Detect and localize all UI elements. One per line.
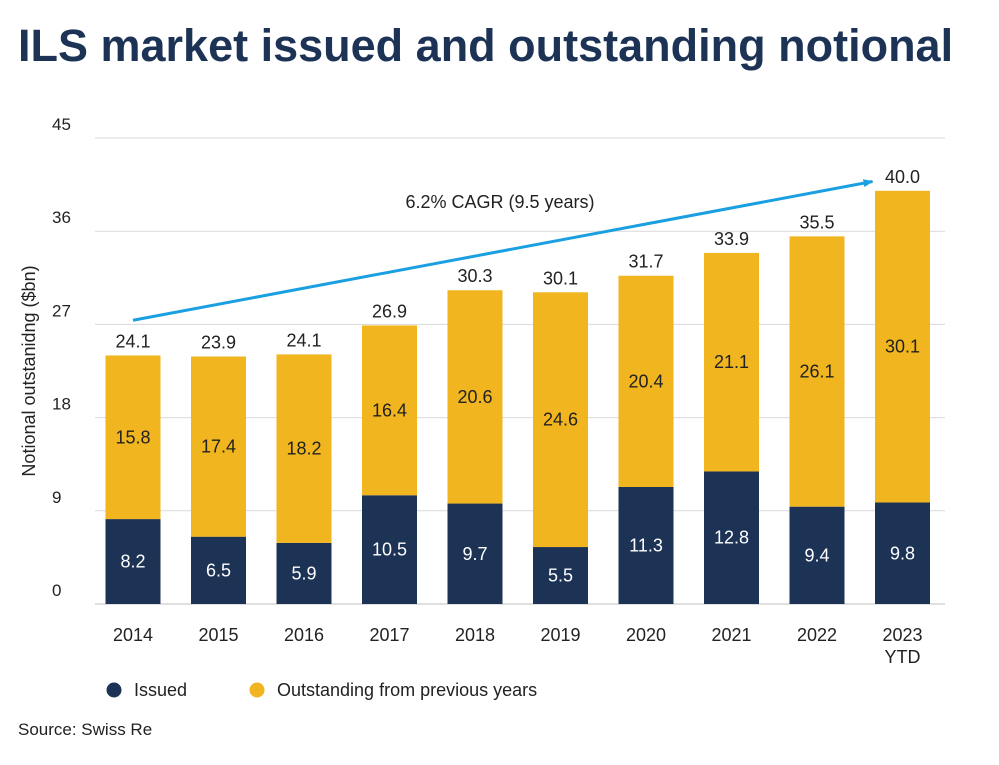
x-tick-label: 2023 — [882, 625, 922, 645]
data-label-issued: 5.5 — [548, 566, 573, 586]
data-label-outstanding: 21.1 — [714, 352, 749, 372]
data-label-total: 31.7 — [628, 252, 663, 272]
data-label-total: 35.5 — [799, 212, 834, 232]
y-tick-label: 0 — [52, 581, 61, 600]
data-label-outstanding: 20.6 — [457, 387, 492, 407]
data-label-outstanding: 18.2 — [286, 439, 321, 459]
data-label-total: 30.3 — [457, 266, 492, 286]
bar-outstanding — [533, 292, 588, 548]
bar-outstanding — [191, 356, 246, 537]
chart-title: ILS market issued and outstanding notion… — [18, 20, 954, 71]
x-tick-label: 2016 — [284, 625, 324, 645]
bar-issued — [191, 536, 246, 604]
data-label-issued: 9.7 — [462, 544, 487, 564]
y-tick-label: 18 — [52, 395, 71, 414]
data-label-outstanding: 17.4 — [201, 437, 236, 457]
x-tick-label: YTD — [885, 647, 921, 667]
bar-issued — [789, 506, 845, 604]
data-label-outstanding: 20.4 — [628, 371, 663, 391]
x-tick-label: 2020 — [626, 625, 666, 645]
data-label-outstanding: 30.1 — [885, 337, 920, 357]
bar-outstanding — [618, 275, 674, 487]
bar-issued — [618, 486, 674, 604]
data-label-outstanding: 16.4 — [372, 400, 407, 420]
source-note: Source: Swiss Re — [18, 720, 153, 739]
cagr-annotation: 6.2% CAGR (9.5 years) — [405, 192, 594, 212]
bar-outstanding — [447, 290, 503, 504]
x-tick-label: 2017 — [369, 625, 409, 645]
bar-outstanding — [105, 355, 161, 520]
y-tick-label: 27 — [52, 301, 71, 320]
x-tick-label: 2015 — [198, 625, 238, 645]
bar-issued — [533, 547, 588, 604]
legend-marker — [106, 682, 122, 698]
data-label-total: 24.1 — [115, 331, 150, 351]
data-label-issued: 9.8 — [890, 543, 915, 563]
x-tick-label: 2018 — [455, 625, 495, 645]
bar-issued — [105, 519, 161, 604]
data-label-total: 33.9 — [714, 229, 749, 249]
data-label-issued: 11.3 — [629, 535, 663, 555]
cagr-arrow — [132, 179, 874, 322]
bar-issued — [875, 502, 930, 604]
data-label-total: 26.9 — [372, 301, 407, 321]
bar-issued — [447, 503, 503, 604]
bar-outstanding — [875, 190, 930, 503]
x-tick-label: 2021 — [711, 625, 751, 645]
legend-label: Issued — [134, 680, 187, 700]
data-label-total: 24.1 — [286, 330, 321, 350]
y-tick-label: 36 — [52, 208, 71, 227]
legend-marker — [249, 682, 265, 698]
x-tick-label: 2019 — [540, 625, 580, 645]
y-tick-label: 9 — [52, 488, 61, 507]
data-label-total: 30.1 — [543, 268, 578, 288]
y-tick-label: 45 — [52, 115, 71, 134]
data-label-issued: 9.4 — [804, 545, 829, 565]
x-tick-label: 2022 — [797, 625, 837, 645]
data-label-outstanding: 26.1 — [799, 362, 834, 382]
data-label-total: 40.0 — [885, 167, 920, 187]
data-label-total: 23.9 — [201, 333, 236, 353]
bar-issued — [704, 471, 759, 604]
bar-outstanding — [704, 252, 759, 472]
data-label-issued: 12.8 — [714, 528, 749, 548]
data-label-issued: 10.5 — [372, 540, 407, 560]
bar-outstanding — [789, 236, 845, 507]
legend-label: Outstanding from previous years — [277, 680, 537, 700]
bar-issued — [276, 542, 332, 604]
bar-outstanding — [362, 325, 417, 496]
bar-issued — [362, 495, 417, 604]
bar-outstanding — [276, 354, 332, 543]
data-label-outstanding: 15.8 — [115, 427, 150, 447]
y-axis-title: Notional outstanidng ($bn) — [19, 265, 39, 476]
data-label-issued: 5.9 — [291, 563, 316, 583]
data-label-issued: 6.5 — [206, 560, 231, 580]
x-tick-label: 2014 — [113, 625, 153, 645]
data-label-issued: 8.2 — [120, 552, 145, 572]
data-label-outstanding: 24.6 — [543, 410, 578, 430]
